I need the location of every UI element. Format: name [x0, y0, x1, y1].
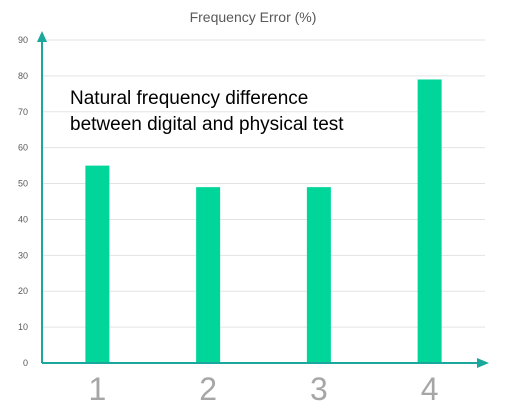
x-tick-label: 3	[310, 371, 328, 407]
bar	[196, 187, 221, 363]
y-tick-label: 60	[18, 143, 28, 153]
y-tick-label: 20	[18, 286, 28, 296]
bar	[306, 187, 331, 363]
y-tick-label: 90	[18, 35, 28, 45]
bar	[417, 79, 442, 363]
x-tick-label: 2	[199, 371, 217, 407]
annotation-line-1: Natural frequency difference	[70, 88, 308, 109]
y-tick-label: 50	[18, 179, 28, 189]
annotation-line-2: between digital and physical test	[70, 114, 344, 135]
x-axis-arrow	[477, 358, 489, 368]
y-tick-label: 0	[23, 358, 28, 368]
grid-lines	[42, 39, 485, 328]
y-tick-label: 10	[18, 322, 28, 332]
axes	[37, 31, 489, 368]
x-tick-label: 1	[88, 371, 106, 407]
y-tick-label: 30	[18, 250, 28, 260]
x-axis-ticks: 1 2 3 4	[88, 371, 438, 407]
y-tick-label: 70	[18, 107, 28, 117]
y-tick-label: 80	[18, 71, 28, 81]
y-axis-arrow	[37, 31, 47, 42]
bar	[85, 165, 110, 363]
chart-title: Frequency Error (%)	[190, 9, 317, 25]
y-axis-ticks: 0 10 20 30 40 50 60 70 80 90	[18, 35, 28, 368]
x-tick-label: 4	[421, 371, 439, 407]
y-tick-label: 40	[18, 214, 28, 224]
bars	[85, 79, 442, 363]
